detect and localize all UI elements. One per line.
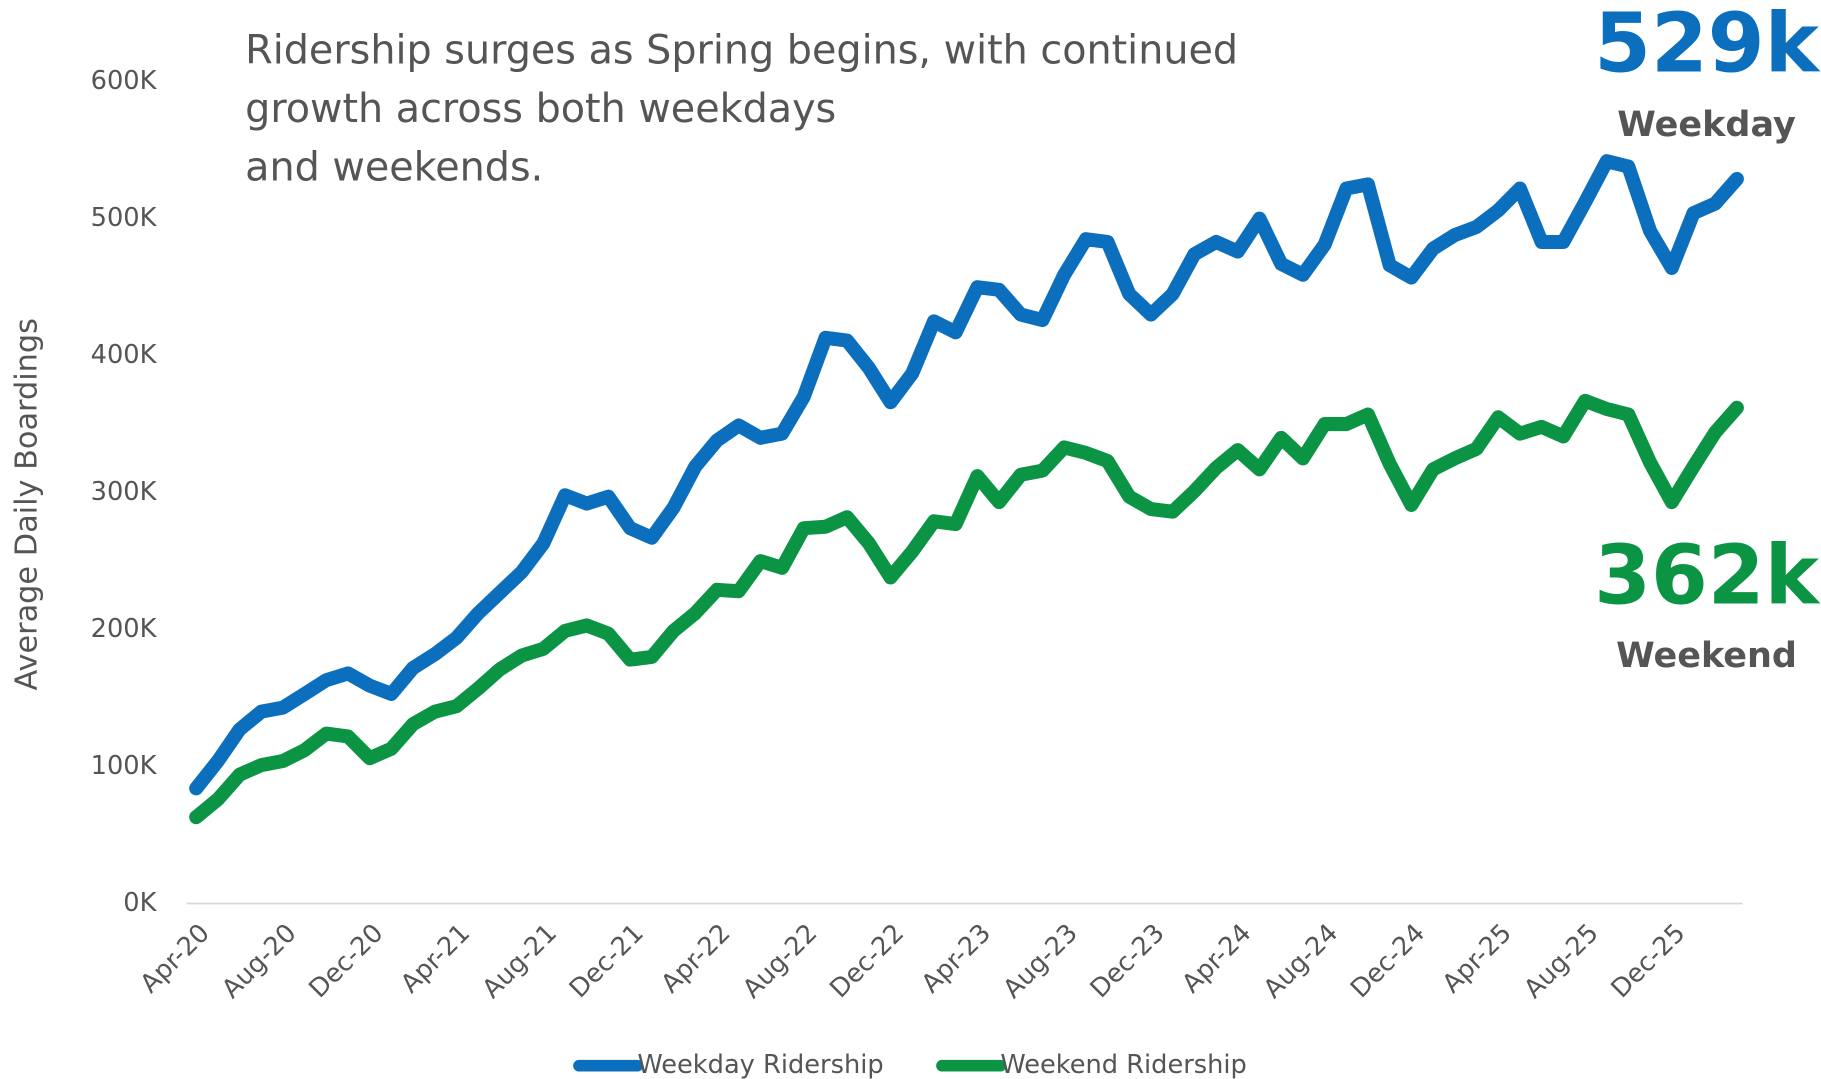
- x-tick-label: Dec-21: [564, 918, 650, 1004]
- x-tick-label: Apr-24: [1176, 918, 1257, 999]
- x-tick-label: Aug-20: [216, 918, 302, 1004]
- x-tick-label: Dec-20: [303, 918, 389, 1004]
- x-tick-label: Apr-21: [395, 918, 476, 999]
- title-line: Ridership surges as Spring begins, with …: [245, 27, 1238, 73]
- series-line: [189, 393, 1744, 825]
- title-line: growth across both weekdays: [245, 85, 836, 131]
- y-tick-label: 200K: [91, 614, 158, 644]
- title-line: and weekends.: [245, 144, 543, 190]
- x-tick-label: Apr-22: [655, 918, 736, 999]
- y-tick-label: 0K: [123, 888, 157, 918]
- annotation: 529k: [1594, 0, 1821, 91]
- y-tick-label: 400K: [91, 340, 158, 370]
- annotation: Weekday: [1617, 105, 1796, 145]
- x-tick-label: Aug-24: [1258, 918, 1344, 1004]
- x-tick-label: Aug-22: [737, 918, 823, 1004]
- annotation: Weekend: [1616, 636, 1797, 676]
- chart-title: Ridership surges as Spring begins, with …: [245, 27, 1238, 190]
- x-tick-label: Dec-22: [824, 918, 910, 1004]
- x-tick-label: Dec-25: [1605, 918, 1691, 1004]
- legend-label: Weekday Ridership: [637, 1050, 883, 1079]
- y-tick-label: 100K: [91, 751, 158, 781]
- x-tick-label: Apr-23: [916, 918, 997, 999]
- x-tick-label: Dec-23: [1085, 918, 1171, 1004]
- series-line: [189, 154, 1744, 796]
- x-tick-label: Dec-24: [1345, 918, 1431, 1004]
- x-tick-label: Aug-23: [997, 918, 1083, 1004]
- x-tick-label: Aug-21: [477, 918, 563, 1004]
- y-axis-label: Average Daily Boardings: [10, 318, 45, 690]
- legend-label: Weekend Ridership: [1000, 1050, 1246, 1079]
- y-tick-label: 500K: [91, 203, 158, 233]
- annotation: 362k: [1594, 529, 1821, 624]
- x-tick-label: Aug-25: [1518, 918, 1604, 1004]
- x-tick-label: Apr-25: [1437, 918, 1518, 999]
- y-tick-label: 600K: [91, 66, 158, 96]
- x-tick-label: Apr-20: [135, 918, 216, 999]
- y-tick-label: 300K: [91, 477, 158, 507]
